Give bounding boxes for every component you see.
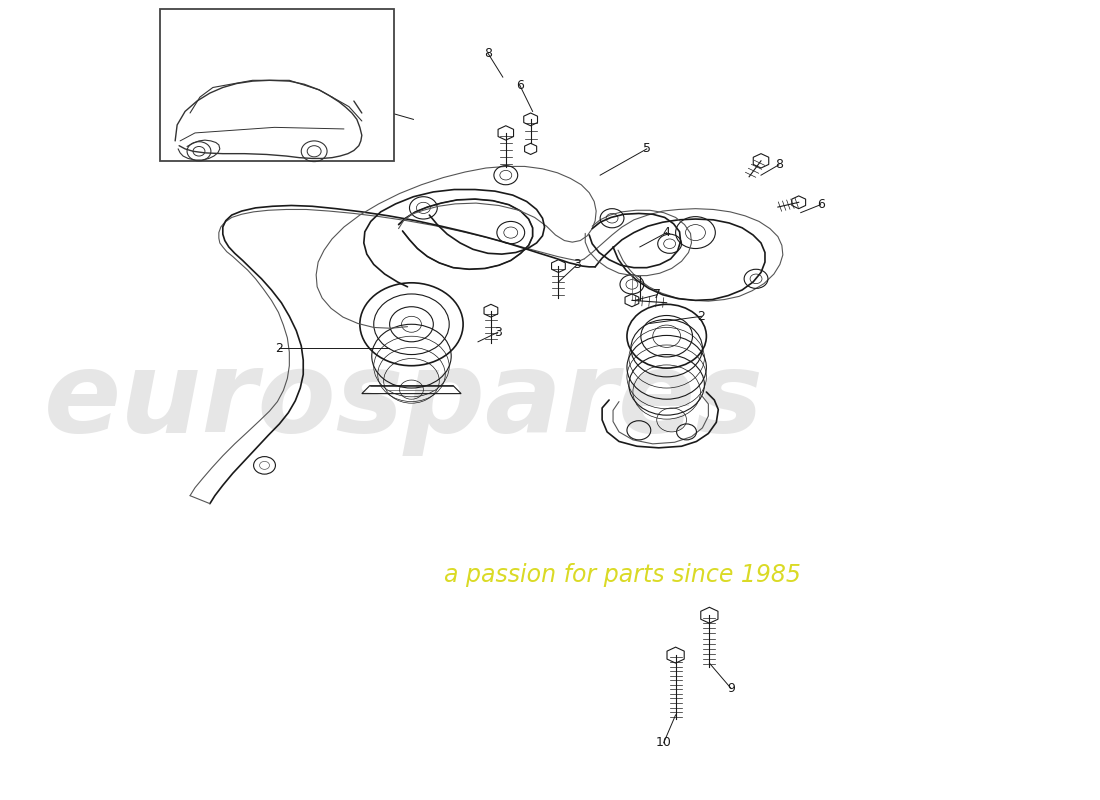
Text: 2: 2: [275, 342, 284, 354]
Text: 9: 9: [727, 682, 735, 695]
Text: 8: 8: [484, 46, 492, 60]
Text: 1: 1: [275, 74, 284, 88]
Text: 3: 3: [573, 258, 581, 271]
FancyBboxPatch shape: [161, 10, 394, 161]
Text: 3: 3: [494, 326, 502, 338]
Text: 2: 2: [697, 310, 705, 322]
Text: 4: 4: [662, 226, 671, 239]
Text: a passion for parts since 1985: a passion for parts since 1985: [443, 563, 801, 587]
Text: 6: 6: [816, 198, 825, 211]
Text: 7: 7: [652, 288, 661, 302]
Text: 5: 5: [642, 142, 651, 155]
Text: 8: 8: [774, 158, 783, 171]
Text: 6: 6: [516, 78, 524, 91]
Text: 10: 10: [656, 736, 672, 750]
Text: eurospares: eurospares: [44, 345, 763, 455]
